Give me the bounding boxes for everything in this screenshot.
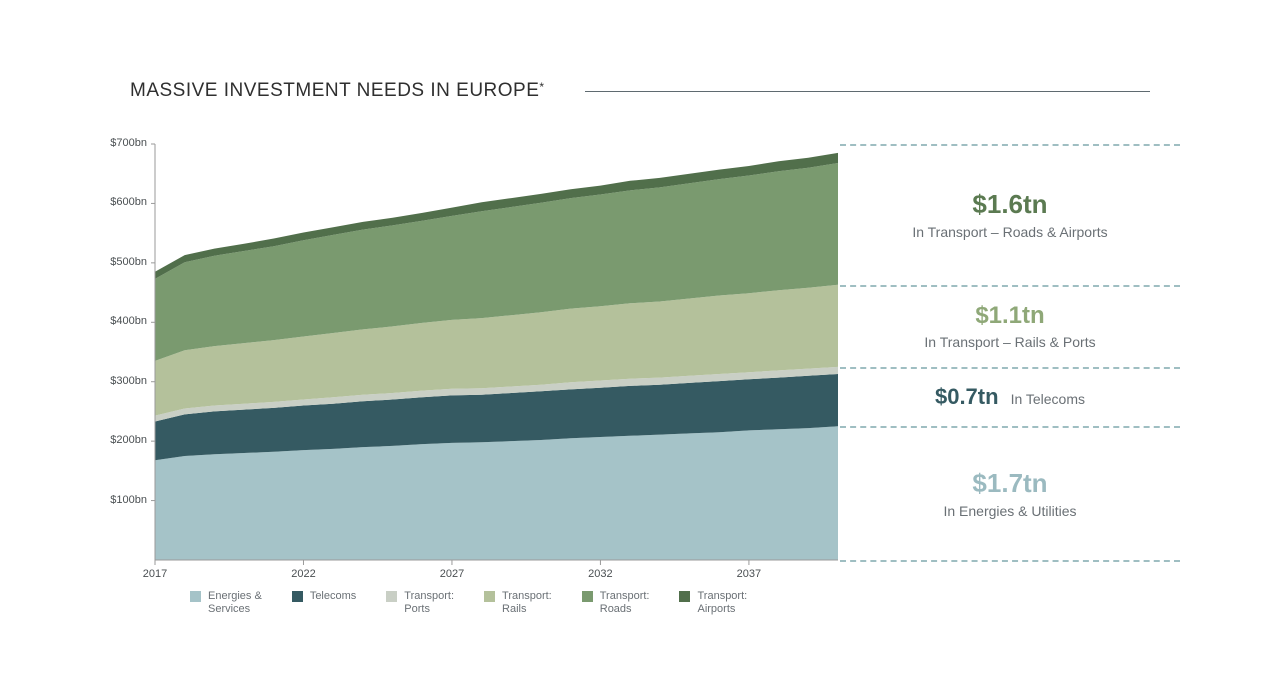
y-tick-label: $700bn [100, 137, 147, 149]
legend: Energies &Services Telecoms Transport:Port… [190, 590, 840, 616]
annotation-separator [840, 560, 1180, 562]
title-text: MASSIVE INVESTMENT NEEDS IN EUROPE [130, 80, 539, 101]
annotation-value: $1.1tn [975, 302, 1044, 330]
annotation-group: $0.7tn In Telecoms [840, 367, 1180, 426]
annotation-group: $1.7tn In Energies & Utilities [840, 426, 1180, 560]
legend-swatch [679, 591, 690, 602]
legend-swatch [292, 591, 303, 602]
legend-item: Energies &Services [190, 590, 262, 616]
y-tick-label: $100bn [100, 494, 147, 506]
y-tick-label: $600bn [100, 196, 147, 208]
annotation-label: In Transport – Rails & Ports [924, 334, 1095, 350]
y-tick-label: $300bn [100, 375, 147, 387]
legend-item: Transport:Airports [679, 590, 747, 616]
legend-label: Transport:Airports [697, 590, 747, 616]
legend-item: Telecoms [292, 590, 356, 616]
annotation-group: $1.6tn In Transport – Roads & Airports [840, 144, 1180, 285]
header-row: MASSIVE INVESTMENT NEEDS IN EUROPE* [130, 80, 1150, 102]
annotation-label: In Energies & Utilities [943, 503, 1076, 519]
annotation-group: $1.1tn In Transport – Rails & Ports [840, 285, 1180, 367]
x-tick-label: 2037 [737, 568, 761, 580]
stacked-area-chart: $100bn $200bn $300bn $400bn $500bn $600bn $700… [100, 140, 840, 570]
y-tick-label: $500bn [100, 256, 147, 268]
annotation-panel: $1.6tnIn Transport – Roads & Airports$1.… [840, 140, 1180, 570]
legend-label: Transport:Roads [600, 590, 650, 616]
annotation-label: In Telecoms [1011, 391, 1085, 407]
legend-item: Transport:Ports [386, 590, 454, 616]
x-tick-label: 2017 [143, 568, 167, 580]
x-tick-label: 2022 [291, 568, 315, 580]
legend-swatch [386, 591, 397, 602]
legend-swatch [484, 591, 495, 602]
page: MASSIVE INVESTMENT NEEDS IN EUROPE* $100… [0, 0, 1280, 691]
y-tick-label: $400bn [100, 315, 147, 327]
legend-label: Transport:Ports [404, 590, 454, 616]
title-asterisk: * [539, 80, 544, 94]
chart-svg [100, 140, 840, 570]
legend-label: Transport:Rails [502, 590, 552, 616]
annotation-value: $0.7tn [935, 384, 999, 410]
x-tick-label: 2032 [588, 568, 612, 580]
page-title: MASSIVE INVESTMENT NEEDS IN EUROPE* [130, 80, 545, 102]
legend-swatch [582, 591, 593, 602]
y-tick-label: $200bn [100, 434, 147, 446]
legend-item: Transport:Rails [484, 590, 552, 616]
legend-label: Telecoms [310, 590, 356, 603]
legend-item: Transport:Roads [582, 590, 650, 616]
annotation-label: In Transport – Roads & Airports [912, 224, 1107, 240]
legend-label: Energies &Services [208, 590, 262, 616]
header-rule [585, 91, 1150, 92]
annotation-value: $1.7tn [972, 468, 1047, 499]
annotation-value: $1.6tn [972, 189, 1047, 220]
legend-swatch [190, 591, 201, 602]
x-tick-label: 2027 [440, 568, 464, 580]
